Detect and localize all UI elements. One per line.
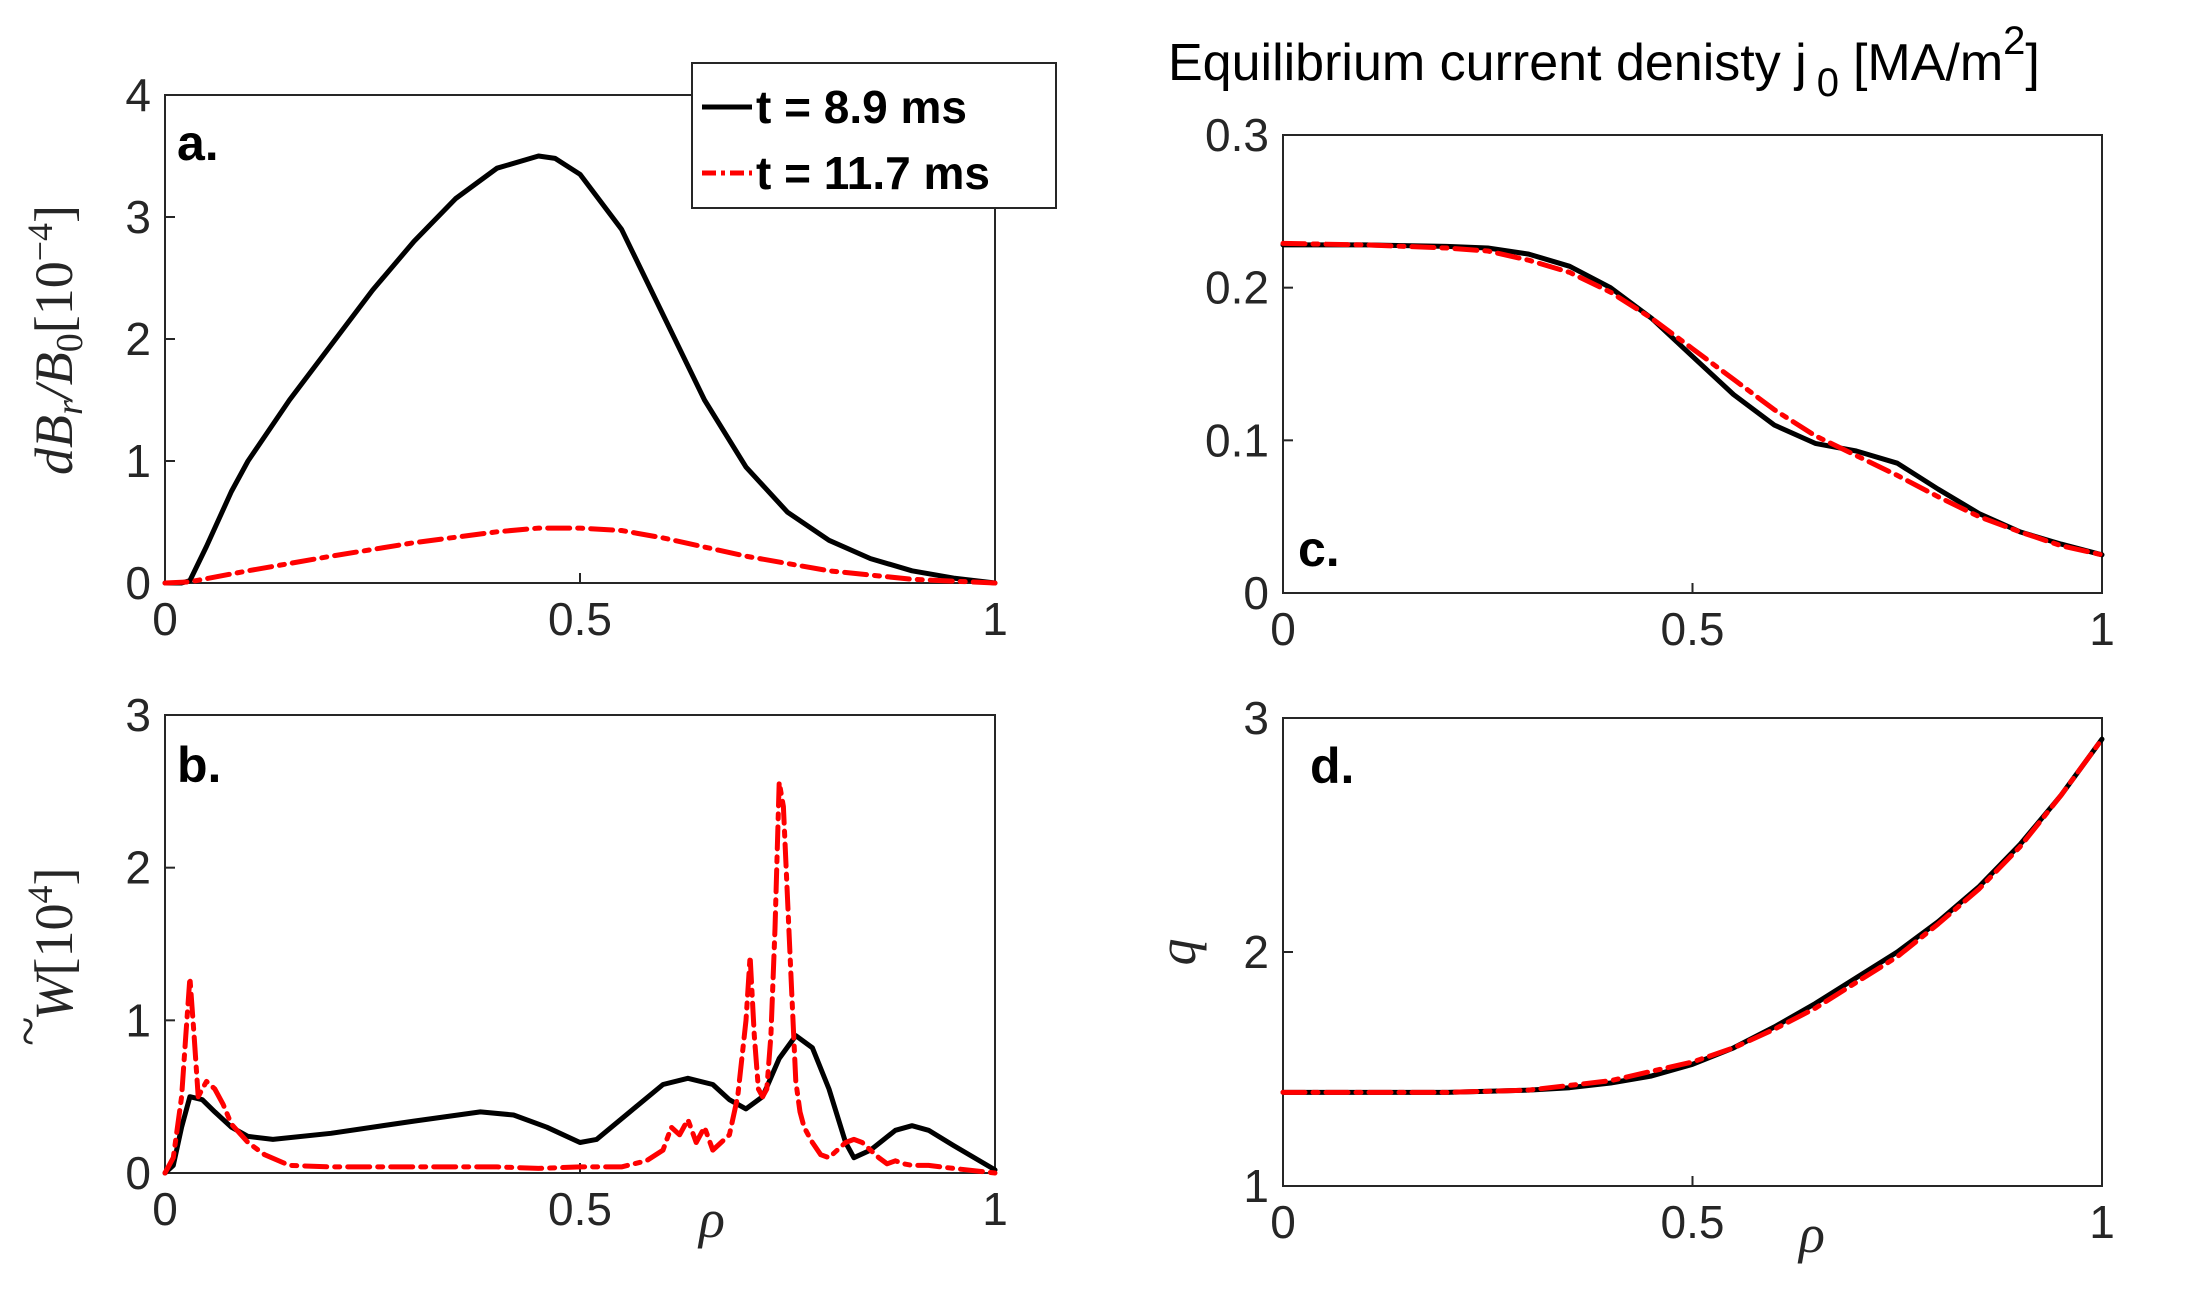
chart-title-c: Equilibrium current denisty j 0 [MA/m2]	[1168, 19, 2040, 105]
legend-label-a: t = 8.9 ms	[756, 81, 967, 133]
ticks-d: 0 0.5 1 1 2 3	[1243, 692, 2114, 1248]
ytick-label: 4	[125, 69, 151, 121]
xtick-label: 0	[152, 593, 178, 645]
series-line-t-11-7-ms	[162, 779, 998, 1176]
xtick-label: 0.5	[548, 1183, 612, 1235]
ytick-label: 0	[125, 557, 151, 609]
panel-b: b. 0 0.5 1 0 1 2 3 W[104] ~ ρ	[0, 689, 1008, 1249]
ytick-label: 1	[125, 994, 151, 1046]
panel-a: a. 0 0.5 1 0 1 2 3 4 dBr/B0[10−4]	[20, 69, 1008, 645]
series-group-a	[162, 153, 998, 586]
ytick-label: 2	[125, 313, 151, 365]
series-line-t-8-9-ms	[1280, 736, 2105, 1095]
ytick-label: 0.1	[1205, 414, 1269, 466]
xlabel-b: ρ	[697, 1189, 725, 1249]
legend-box	[691, 62, 1057, 209]
plot-frame-b	[164, 714, 996, 1174]
ticks-c: 0 0.5 1 0 0.1 0.2 0.3	[1205, 109, 2115, 655]
ytick-label: 3	[125, 191, 151, 243]
xtick-label: 1	[982, 593, 1008, 645]
panel-label-c: c.	[1298, 521, 1340, 577]
ytick-label: 0.3	[1205, 109, 1269, 161]
series-line-t-8-9-ms	[162, 153, 998, 586]
ytick-label: 1	[125, 435, 151, 487]
series-line-t-8-9-ms	[1280, 242, 2105, 558]
ytick-label: 0	[1243, 567, 1269, 619]
xtick-label: 0	[152, 1183, 178, 1235]
ylabel-b-tilde: ~	[0, 1017, 58, 1046]
xlabel-d: ρ	[1797, 1204, 1825, 1264]
ytick-label: 0.2	[1205, 262, 1269, 314]
ticks-a: 0 0.5 1 0 1 2 3 4	[125, 69, 1007, 645]
ylabel-d: q	[1147, 939, 1207, 966]
xtick-label: 1	[2089, 1196, 2115, 1248]
series-group-d	[1280, 736, 2105, 1095]
ytick-label: 2	[1243, 926, 1269, 978]
panel-c: c. 0 0.5 1 0 0.1 0.2 0.3 Equilibrium current d…	[1168, 19, 2115, 655]
ylabel-b: W[104]	[20, 868, 84, 1021]
series-group-c	[1280, 240, 2105, 558]
legend: t = 8.9 ms t = 11.7 ms	[691, 62, 1057, 209]
series-line-t-8-9-ms	[162, 1033, 998, 1176]
ytick-label: 0	[125, 1147, 151, 1199]
xtick-label: 0.5	[1661, 603, 1725, 655]
xtick-label: 0.5	[548, 593, 612, 645]
ytick-label: 2	[125, 842, 151, 894]
plot-frame-c	[1282, 134, 2103, 594]
ytick-label: 3	[125, 689, 151, 741]
ticks-b: 0 0.5 1 0 1 2 3	[125, 689, 1007, 1235]
xtick-label: 0.5	[1661, 1196, 1725, 1248]
series-line-t-11-7-ms	[1280, 240, 2105, 558]
series-line-t-11-7-ms	[162, 525, 998, 586]
panel-label-a: a.	[177, 115, 219, 171]
ytick-label: 1	[1243, 1160, 1269, 1212]
ylabel-a: dBr/B0[10−4]	[20, 205, 91, 475]
ytick-label: 3	[1243, 692, 1269, 744]
xtick-label: 0	[1270, 603, 1296, 655]
plot-frame-d	[1282, 717, 2103, 1187]
panel-label-d: d.	[1310, 738, 1354, 794]
series-line-t-11-7-ms	[1280, 736, 2105, 1095]
xtick-label: 1	[982, 1183, 1008, 1235]
legend-label-b: t = 11.7 ms	[756, 147, 990, 199]
panel-d: d. 0 0.5 1 1 2 3 q ρ	[1147, 692, 2115, 1264]
xtick-label: 0	[1270, 1196, 1296, 1248]
xtick-label: 1	[2089, 603, 2115, 655]
series-group-b	[162, 779, 998, 1176]
panel-label-b: b.	[177, 737, 221, 793]
